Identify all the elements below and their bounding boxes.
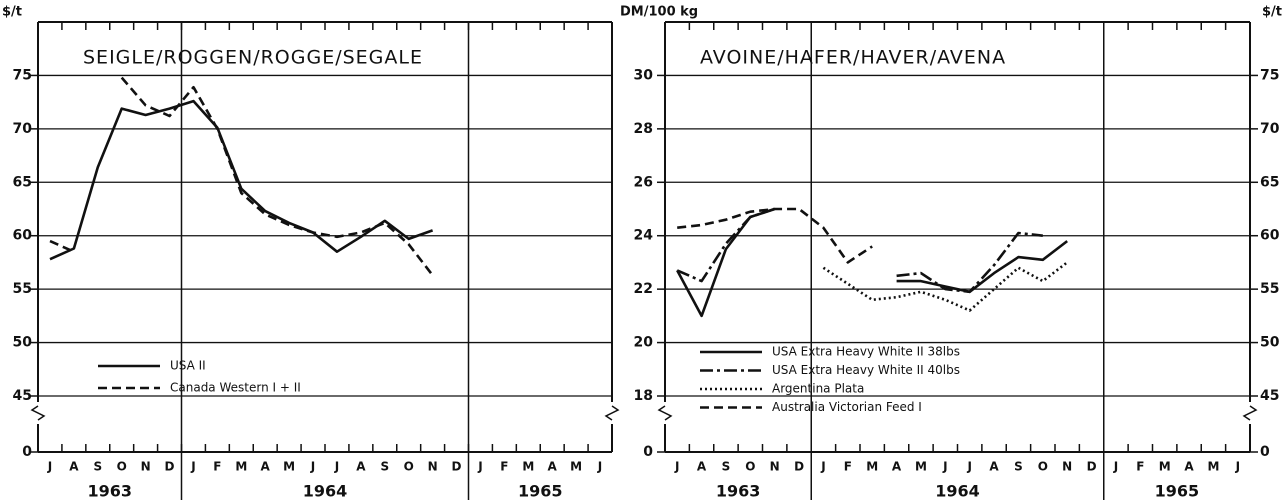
y2-tick-label: 50 (1260, 335, 1280, 351)
x-tick-label: J (477, 460, 482, 474)
x-tick-label: J (820, 460, 825, 474)
x-tick-label: J (334, 460, 339, 474)
y-tick-label: 45 (13, 388, 32, 404)
chart-title: SEIGLE/ROGGEN/ROGGE/SEGALE (83, 47, 423, 69)
y-tick-label: 30 (634, 67, 654, 83)
x-tick-label: M (570, 460, 582, 474)
x-tick-label: M (915, 460, 927, 474)
legend-label: Argentina Plata (772, 382, 864, 396)
y-tick-label: 65 (13, 174, 32, 190)
x-tick-label: M (283, 460, 295, 474)
x-tick-label: F (844, 460, 852, 474)
y2-tick-label: 0 (1260, 444, 1270, 460)
x-tick-label: D (794, 460, 804, 474)
x-tick-label: M (1159, 460, 1171, 474)
x-tick-label: S (380, 460, 389, 474)
year-label: 1963 (716, 482, 761, 501)
data-line (676, 207, 1043, 294)
y-tick-label: 22 (634, 281, 653, 297)
x-tick-label: A (989, 460, 999, 474)
x-tick-label: D (1087, 460, 1097, 474)
x-tick-label: J (1235, 460, 1240, 474)
x-tick-label: O (117, 460, 127, 474)
x-tick-label: M (1207, 460, 1219, 474)
y2-tick-label: 70 (1260, 121, 1280, 137)
x-tick-label: J (597, 460, 602, 474)
axis-break (30, 405, 46, 421)
y-tick-label: 28 (634, 121, 653, 137)
y-tick-label: 26 (634, 174, 653, 190)
y-axis-label: DM/100 kg (620, 5, 698, 20)
axis-break (604, 405, 620, 421)
x-tick-label: N (770, 460, 780, 474)
x-tick-label: M (235, 460, 247, 474)
x-tick-label: O (745, 460, 755, 474)
x-tick-label: J (47, 460, 52, 474)
x-tick-label: J (310, 460, 315, 474)
x-tick-label: J (190, 460, 195, 474)
x-tick-label: D (165, 460, 175, 474)
year-label: 1963 (87, 482, 132, 501)
x-tick-label: O (1038, 460, 1048, 474)
year-label: 1964 (935, 482, 980, 501)
y2-axis-label: $/t (1262, 5, 1282, 20)
x-tick-label: N (141, 460, 151, 474)
x-tick-label: F (1136, 460, 1144, 474)
x-tick-label: S (722, 460, 731, 474)
y2-tick-label: 45 (1260, 388, 1279, 404)
year-label: 1965 (1155, 482, 1200, 501)
x-tick-label: M (866, 460, 878, 474)
data-line (677, 207, 873, 264)
x-tick-label: J (1113, 460, 1118, 474)
x-tick-label: J (942, 460, 947, 474)
x-tick-label: J (674, 460, 679, 474)
x-tick-label: M (522, 460, 534, 474)
year-label: 1965 (518, 482, 563, 501)
x-tick-label: A (356, 460, 366, 474)
y-tick-label: 75 (13, 67, 32, 83)
legend-label: USA Extra Heavy White II 40lbs (772, 363, 960, 377)
y2-tick-label: 55 (1260, 281, 1279, 297)
x-tick-label: N (1062, 460, 1072, 474)
axis-break (657, 405, 673, 421)
x-tick-label: A (1184, 460, 1194, 474)
axis-break (1242, 405, 1258, 421)
x-tick-label: S (1014, 460, 1023, 474)
y-tick-label: 50 (13, 335, 33, 351)
x-tick-label: F (500, 460, 508, 474)
y-tick-label: 55 (13, 281, 32, 297)
x-tick-label: A (697, 460, 707, 474)
y2-tick-label: 75 (1260, 67, 1279, 83)
legend-label: Canada Western I + II (170, 381, 301, 395)
data-line (49, 99, 434, 261)
x-tick-label: O (404, 460, 414, 474)
legend-label: USA II (170, 359, 206, 373)
chart-title: AVOINE/HAFER/HAVER/AVENA (700, 47, 1006, 69)
legend-label: Australia Victorian Feed I (772, 400, 922, 414)
x-tick-label: F (213, 460, 221, 474)
data-line (676, 207, 1068, 318)
x-tick-label: D (452, 460, 462, 474)
year-label: 1964 (303, 482, 348, 501)
x-tick-label: A (548, 460, 558, 474)
x-tick-label: N (428, 460, 438, 474)
y-tick-label: 0 (643, 444, 653, 460)
y-tick-label: 18 (634, 388, 653, 404)
y2-tick-label: 60 (1260, 228, 1280, 244)
y-axis-label: $/t (2, 5, 22, 20)
legend-label: USA Extra Heavy White II 38lbs (772, 345, 960, 359)
y-tick-label: 70 (13, 121, 33, 137)
y-tick-label: 0 (22, 444, 32, 460)
y2-tick-label: 65 (1260, 174, 1279, 190)
x-tick-label: S (93, 460, 102, 474)
x-tick-label: A (69, 460, 79, 474)
y-tick-label: 60 (13, 228, 33, 244)
x-tick-label: J (966, 460, 971, 474)
data-line (49, 76, 434, 277)
x-tick-label: A (892, 460, 902, 474)
x-tick-label: A (261, 460, 271, 474)
y-tick-label: 20 (634, 335, 654, 351)
y-tick-label: 24 (634, 228, 654, 244)
